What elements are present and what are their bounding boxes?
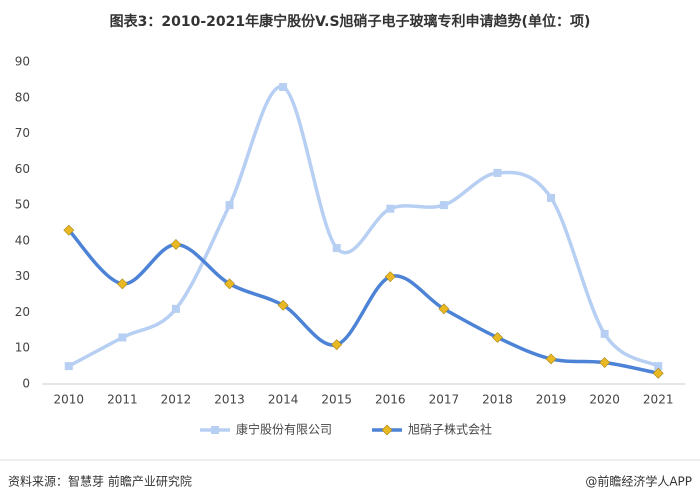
y-tick-label: 60 bbox=[15, 162, 30, 176]
marker bbox=[492, 332, 503, 343]
legend-label: 旭硝子株式会社 bbox=[408, 422, 492, 437]
marker bbox=[332, 244, 341, 253]
y-tick-label: 50 bbox=[15, 198, 30, 212]
source: 资料来源：智慧芽 前瞻产业研究院 bbox=[8, 474, 192, 489]
marker bbox=[493, 168, 502, 177]
y-tick-label: 10 bbox=[15, 341, 30, 355]
marker bbox=[116, 278, 128, 290]
marker bbox=[599, 357, 611, 368]
y-tick-label: 30 bbox=[15, 269, 30, 283]
credit: @前瞻经济学人APP bbox=[585, 474, 692, 489]
y-tick-label: 70 bbox=[15, 126, 30, 140]
marker bbox=[277, 299, 289, 311]
x-tick-label: 2017 bbox=[429, 393, 460, 407]
marker bbox=[386, 204, 395, 213]
marker bbox=[225, 201, 234, 210]
marker bbox=[547, 193, 556, 202]
marker bbox=[170, 239, 182, 250]
y-tick-label: 0 bbox=[22, 377, 30, 391]
marker bbox=[654, 362, 663, 371]
x-tick-label: 2010 bbox=[54, 393, 85, 407]
x-tick-label: 2015 bbox=[321, 393, 352, 407]
marker bbox=[118, 333, 127, 342]
x-tick-label: 2014 bbox=[268, 393, 299, 407]
marker bbox=[224, 278, 235, 290]
marker bbox=[545, 353, 557, 365]
y-tick-label: 40 bbox=[15, 233, 30, 247]
x-tick-label: 2012 bbox=[161, 393, 192, 407]
marker bbox=[63, 224, 75, 236]
y-tick-label: 20 bbox=[15, 305, 30, 319]
marker bbox=[279, 83, 288, 92]
chart-title: 图表3：2010-2021年康宁股份V.S旭硝子电子玻璃专利申请趋势(单位：项) bbox=[110, 13, 591, 30]
y-tick-label: 80 bbox=[15, 90, 30, 104]
marker bbox=[652, 367, 664, 379]
marker bbox=[438, 303, 450, 315]
marker bbox=[331, 339, 343, 351]
marker bbox=[64, 362, 73, 371]
x-tick-label: 2019 bbox=[536, 393, 567, 407]
x-tick-label: 2020 bbox=[589, 393, 620, 407]
x-tick-label: 2011 bbox=[107, 393, 138, 407]
x-tick-label: 2018 bbox=[482, 393, 513, 407]
marker bbox=[211, 426, 219, 434]
y-tick-label: 90 bbox=[15, 55, 30, 69]
x-tick-label: 2013 bbox=[214, 393, 245, 407]
x-tick-label: 2021 bbox=[643, 393, 674, 407]
x-tick-label: 2016 bbox=[375, 393, 406, 407]
series-line bbox=[67, 228, 659, 375]
marker bbox=[384, 271, 396, 283]
marker bbox=[439, 201, 448, 210]
marker bbox=[600, 329, 609, 338]
legend-label: 康宁股份有限公司 bbox=[236, 422, 332, 437]
marker bbox=[381, 424, 393, 436]
series-line bbox=[67, 85, 660, 368]
marker bbox=[171, 304, 180, 313]
